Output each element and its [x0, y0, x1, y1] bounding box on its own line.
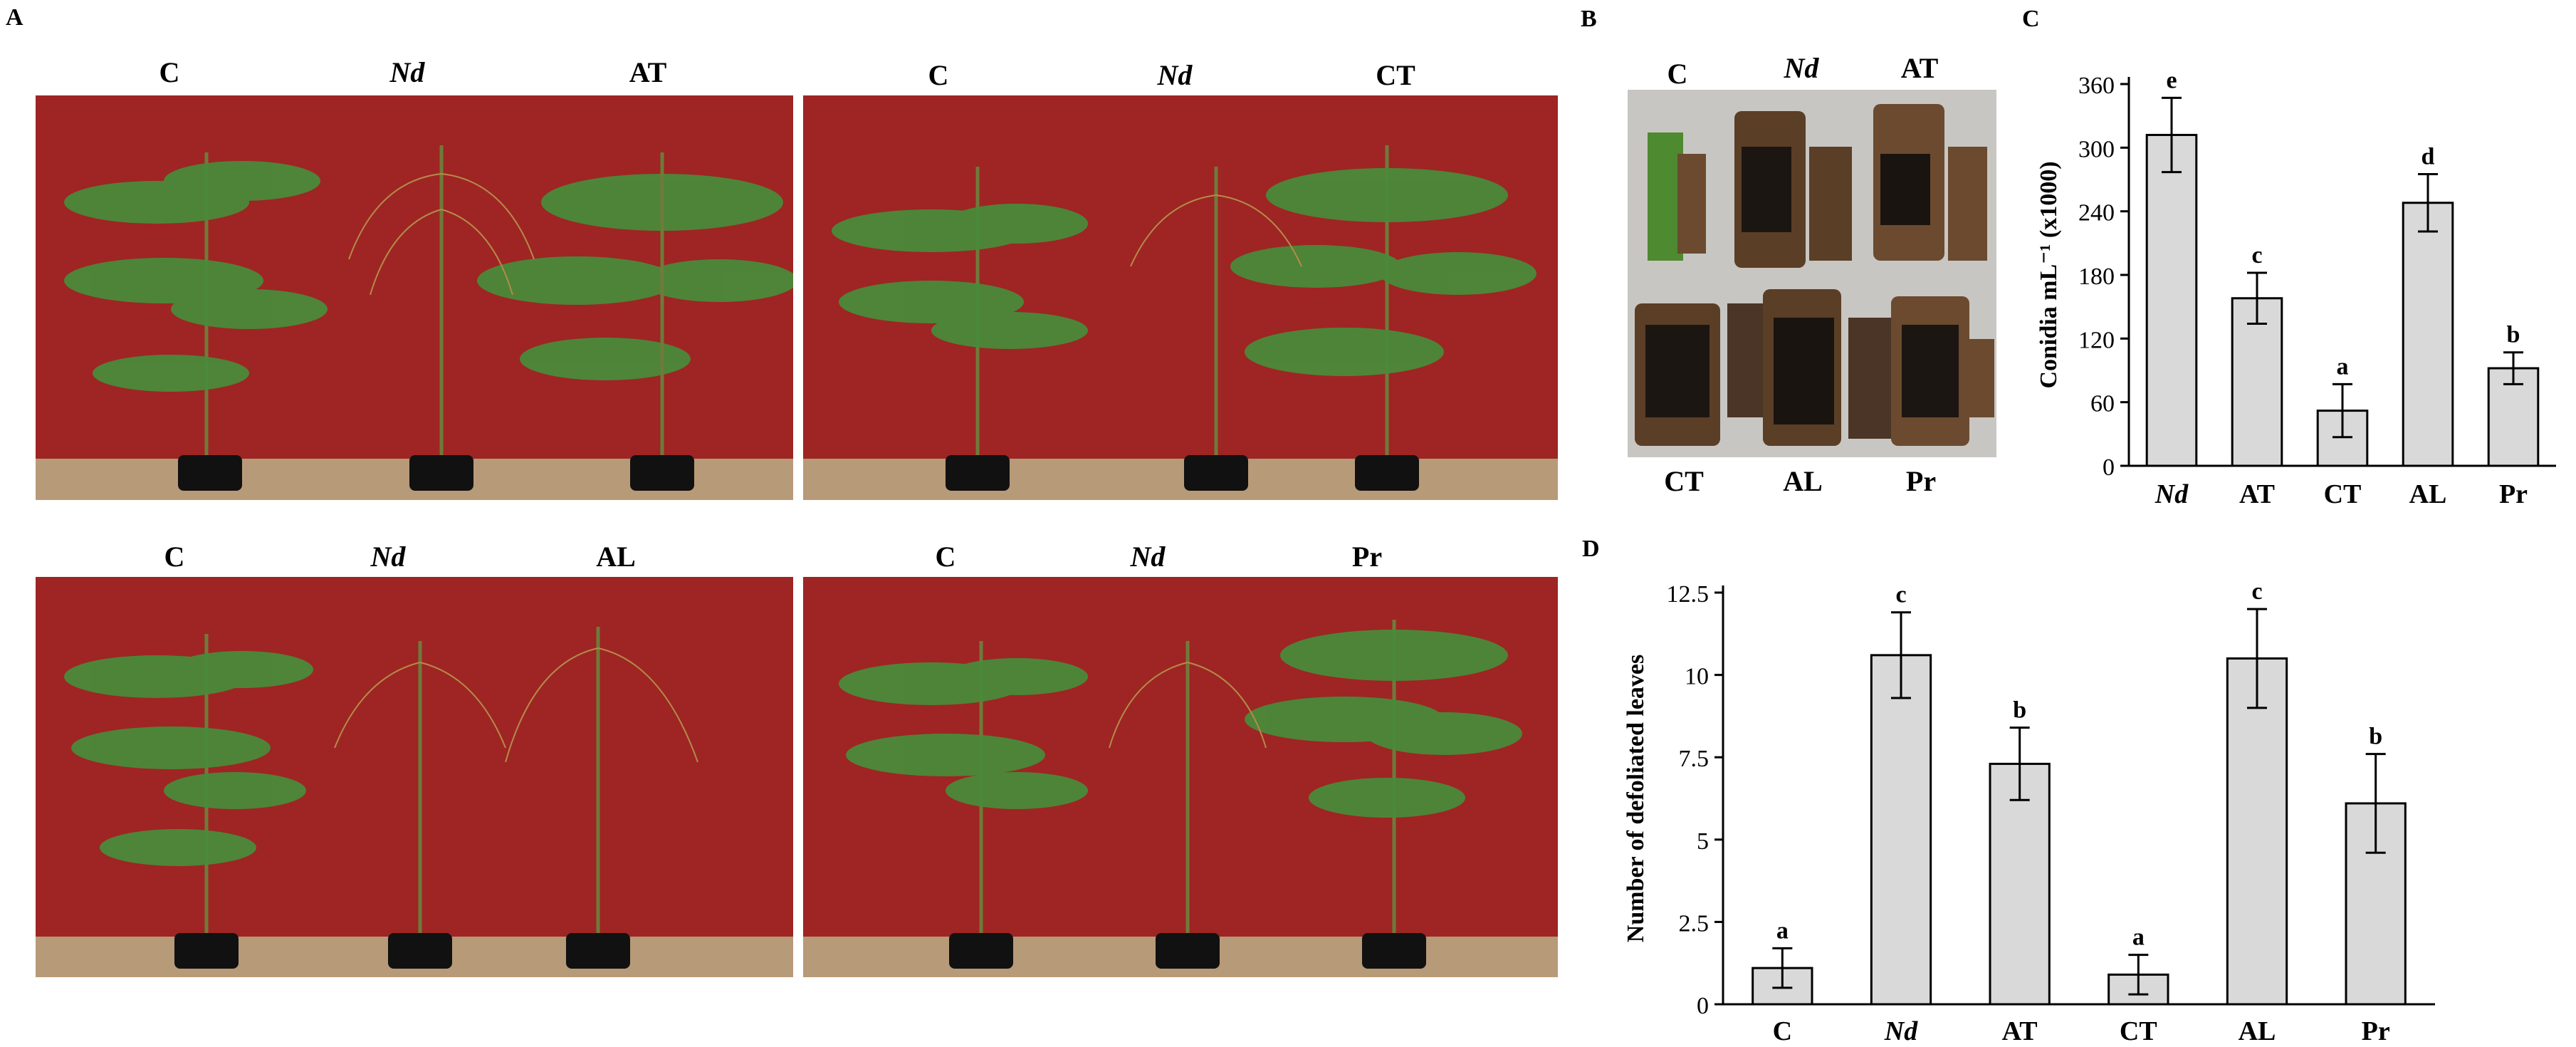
plant-photo-3	[34, 575, 795, 979]
y-tick-label: 10	[1685, 664, 1709, 690]
x-category-label: AL	[2239, 1016, 2276, 1046]
photo1-label-treat: AT	[629, 56, 667, 88]
photo3-label-nd: Nd	[370, 541, 406, 573]
y-tick-label: 7.5	[1679, 746, 1710, 772]
panel-letter-d: D	[1582, 536, 1600, 562]
bar	[2145, 133, 2198, 467]
stem-section-photo	[1626, 88, 1998, 459]
significance-letter: a	[2337, 353, 2349, 380]
y-tick-label: 0	[2103, 454, 2115, 481]
x-category-label: Pr	[2362, 1016, 2390, 1046]
photo3-label-c: C	[164, 541, 185, 573]
photo2-label-c: C	[928, 59, 949, 91]
photo1-label-nd: Nd	[389, 56, 425, 88]
stem-label-nd: Nd	[1784, 52, 1819, 84]
stem-label-at: AT	[1900, 52, 1939, 84]
significance-letter: c	[2251, 578, 2262, 605]
plant-photo-2	[802, 94, 1559, 501]
panel-letter-b: B	[1581, 6, 1597, 32]
y-tick-label: 240	[2078, 200, 2115, 226]
y-tick-label: 0	[1697, 993, 1709, 1019]
y-tick-label: 12.5	[1667, 581, 1710, 608]
bar	[1870, 654, 1932, 1006]
x-category-label: AT	[2002, 1016, 2038, 1046]
y-tick-label: 5	[1697, 828, 1709, 855]
defoliated-leaves-bar-chart: 0 2.5 5 7.5 10 12.5 Number of defoliated leave…	[1623, 578, 2435, 1046]
stem-label-pr: Pr	[1905, 465, 1937, 497]
y-tick-label: 180	[2078, 264, 2115, 290]
bar	[2402, 202, 2454, 467]
stem-label-c: C	[1667, 58, 1688, 90]
panel-letter-c: C	[2022, 6, 2040, 32]
bar	[2226, 657, 2288, 1006]
significance-letter: a	[2132, 924, 2145, 951]
significance-letter: c	[2251, 242, 2262, 269]
x-category-label: CT	[2324, 479, 2362, 509]
x-category-label: AT	[2239, 479, 2275, 509]
x-category-label: Pr	[2499, 479, 2528, 509]
conidia-bar-chart: 0 60 120 180 240 300 360 Conidia mL⁻¹ (x1000) e N…	[2036, 67, 2556, 509]
plant-photo-1	[34, 94, 795, 501]
y-axis-label: Number of defoliated leaves	[1623, 655, 1649, 942]
x-category-label: CT	[2120, 1016, 2157, 1046]
x-category-label: C	[1773, 1016, 1792, 1046]
plant-photo-4	[802, 575, 1559, 979]
significance-letter: d	[2421, 144, 2435, 170]
y-axis-label: Conidia mL⁻¹ (x1000)	[2036, 161, 2062, 388]
significance-letter: a	[1776, 917, 1789, 944]
y-tick-label: 2.5	[1679, 910, 1710, 937]
x-category-label: Nd	[2154, 479, 2189, 509]
photo2-label-treat: CT	[1376, 59, 1415, 91]
photo1-label-c: C	[159, 56, 180, 88]
panel-letter-a: A	[6, 4, 23, 31]
significance-letter: c	[1895, 582, 1906, 608]
photo4-label-c: C	[935, 541, 956, 573]
y-tick-label: 360	[2078, 73, 2115, 99]
y-tick-label: 60	[2090, 391, 2115, 417]
y-tick-label: 300	[2078, 136, 2115, 162]
significance-letter: b	[2507, 322, 2520, 348]
x-category-label: Nd	[1884, 1016, 1918, 1046]
photo2-label-nd: Nd	[1157, 59, 1193, 91]
photo4-label-nd: Nd	[1130, 541, 1166, 573]
photo3-label-treat: AL	[596, 541, 636, 573]
bar	[2231, 297, 2283, 467]
y-tick-label: 120	[2078, 327, 2115, 353]
significance-letter: b	[2013, 697, 2026, 724]
stem-label-ct: CT	[1664, 465, 1704, 497]
photo4-label-treat: Pr	[1351, 541, 1383, 573]
significance-letter: b	[2369, 724, 2382, 750]
x-category-label: AL	[2409, 479, 2447, 509]
stem-label-al: AL	[1783, 465, 1823, 497]
significance-letter: e	[2166, 67, 2177, 93]
